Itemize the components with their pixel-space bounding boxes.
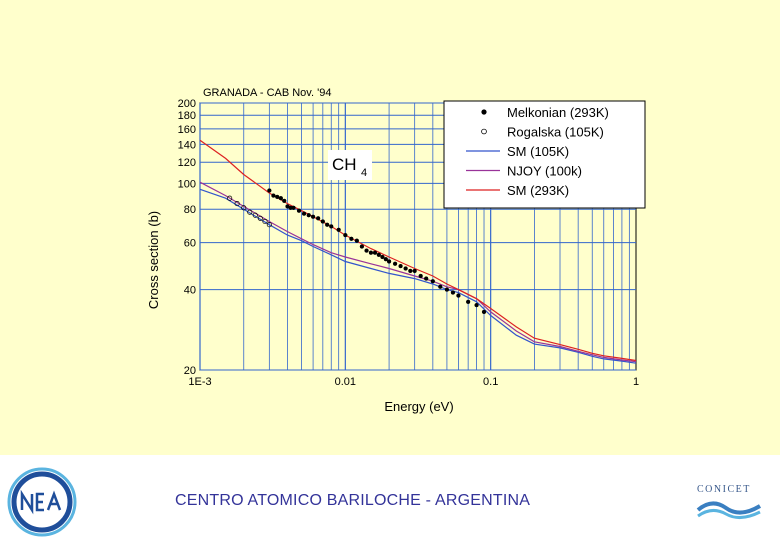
series-point-0: [275, 194, 280, 200]
series-point-0: [481, 309, 487, 315]
chart-title: GRANADA - CAB Nov. '94: [203, 87, 331, 99]
series-point-0: [456, 293, 461, 298]
series-point-0: [398, 263, 403, 269]
x-tick-label: 1E-3: [188, 376, 211, 388]
legend-entry: SM (105K): [507, 144, 569, 159]
conicet-logo: [696, 501, 762, 519]
legend-entry: Melkonian (293K): [507, 105, 609, 120]
x-tick-label: 0.01: [335, 376, 356, 388]
series-point-0: [368, 250, 374, 255]
cnea-logo: [7, 467, 77, 537]
series-point-0: [336, 227, 341, 232]
chart: GRANADA - CAB Nov. '94 20406080100120140…: [146, 87, 646, 414]
series-point-0: [278, 196, 283, 201]
series-point-0: [376, 252, 381, 257]
y-tick-label: 80: [184, 204, 196, 216]
series-point-0: [296, 208, 302, 213]
ch4-text: CH: [332, 155, 357, 174]
series-point-0: [372, 250, 378, 255]
series-point-0: [315, 216, 321, 221]
series-point-0: [438, 284, 443, 289]
series-point-0: [354, 238, 359, 243]
series-point-0: [424, 276, 429, 281]
footer: [0, 455, 780, 540]
series-point-0: [408, 268, 413, 274]
series-layer: [199, 139, 637, 364]
series-point-0: [310, 214, 316, 219]
legend-entry: NJOY (100k): [507, 164, 582, 179]
y-tick-label: 140: [178, 139, 196, 151]
y-tick-label: 200: [178, 98, 196, 110]
series-point-0: [430, 279, 435, 284]
x-tick-label: 0.1: [483, 376, 498, 388]
series-point-0: [267, 188, 272, 193]
series-point-0: [320, 219, 325, 224]
series-point-0: [466, 299, 471, 304]
series-point-1: [241, 205, 247, 211]
series-point-0: [349, 236, 354, 241]
series-line-2: [199, 188, 637, 364]
series-point-0: [271, 193, 276, 198]
legend: Melkonian (293K) Rogalska (105K) SM (105K)…: [443, 100, 646, 209]
x-tick-label: 1: [633, 376, 639, 388]
series-point-0: [412, 268, 417, 274]
series-point-0: [418, 273, 423, 279]
legend-marker: [481, 109, 487, 115]
series-point-1: [257, 215, 263, 221]
series-point-1: [227, 195, 233, 201]
y-tick-label: 160: [178, 124, 196, 136]
y-axis-label: Cross section (b): [146, 211, 161, 309]
series-point-0: [343, 232, 348, 238]
y-tick-label: 60: [184, 238, 196, 250]
series-point-0: [392, 261, 398, 266]
series-point-0: [474, 302, 479, 308]
series-point-0: [364, 248, 369, 253]
series-point-0: [325, 222, 330, 227]
x-axis-label: Energy (eV): [384, 399, 453, 414]
y-tick-label: 40: [184, 285, 196, 297]
series-point-1: [262, 218, 268, 225]
footer-text: CENTRO ATOMICO BARILOCHE - ARGENTINA: [175, 492, 531, 509]
ch4-annotation: CH 4: [328, 150, 372, 180]
y-tick-label: 100: [178, 178, 196, 190]
series-point-0: [329, 224, 334, 229]
series-point-0: [359, 244, 365, 249]
y-tick-label: 180: [178, 110, 196, 122]
series-point-0: [383, 257, 388, 262]
ch4-subscript: 4: [361, 167, 367, 179]
x-tick-labels: 1E-3 0.01 0.1 1: [188, 376, 639, 388]
y-tick-label: 120: [178, 157, 196, 169]
legend-entry: SM (293K): [507, 183, 569, 198]
series-line-4: [199, 139, 637, 362]
grid: [199, 102, 636, 371]
series-point-1: [252, 212, 258, 218]
series-point-0: [282, 198, 287, 204]
series-point-0: [291, 205, 296, 210]
y-tick-label: 20: [184, 365, 196, 377]
series-point-1: [266, 222, 272, 228]
legend-entry: Rogalska (105K): [507, 125, 604, 140]
series-point-1: [234, 201, 240, 207]
series-point-0: [386, 259, 392, 264]
series-point-0: [306, 213, 311, 218]
series-point-0: [380, 254, 385, 260]
series-point-0: [403, 266, 408, 271]
series-point-1: [247, 209, 253, 215]
series-point-0: [444, 287, 450, 292]
series-point-0: [301, 211, 307, 216]
conicet-logo-text: CONICET: [697, 484, 751, 495]
legend-marker: [481, 128, 487, 135]
series-point-0: [450, 290, 456, 295]
